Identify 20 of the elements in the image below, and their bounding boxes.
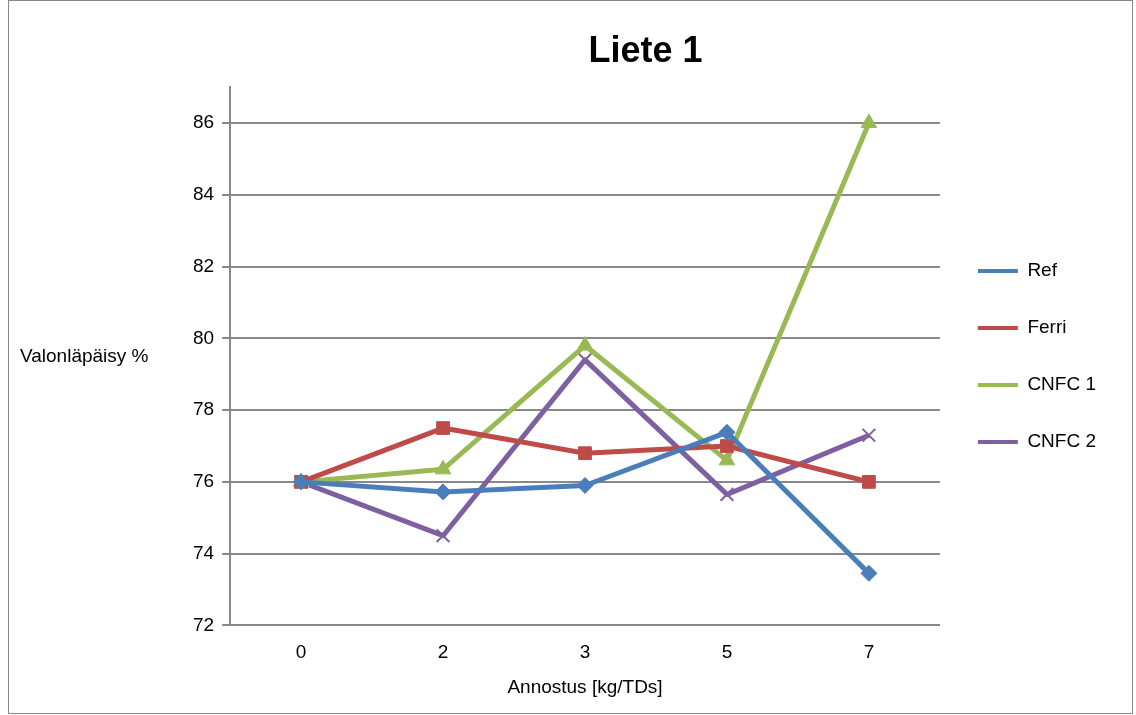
x-tick-label: 7 bbox=[863, 641, 875, 663]
x-axis-title: Annostus [kg/TDs] bbox=[507, 675, 663, 697]
y-tick-label: 74 bbox=[192, 541, 215, 563]
x-tick-label: 3 bbox=[579, 641, 591, 663]
x-tick-label: 0 bbox=[295, 641, 307, 663]
y-axis-title: Valonläpäisy % bbox=[20, 345, 149, 367]
legend-label: CNFC 1 bbox=[1027, 373, 1097, 395]
legend-label: Ferri bbox=[1027, 316, 1067, 338]
y-tick-label: 86 bbox=[192, 111, 215, 133]
legend-label: CNFC 2 bbox=[1027, 430, 1097, 452]
y-tick-label: 82 bbox=[192, 254, 215, 276]
chart-title: Liete 1 bbox=[588, 28, 703, 70]
y-tick-label: 80 bbox=[192, 326, 215, 348]
y-tick-label: 84 bbox=[192, 183, 215, 205]
y-tick-label: 76 bbox=[192, 470, 215, 492]
x-tick-label: 5 bbox=[721, 641, 733, 663]
y-tick-label: 78 bbox=[192, 398, 215, 420]
x-tick-label: 2 bbox=[437, 641, 449, 663]
y-tick-label: 72 bbox=[192, 613, 215, 635]
legend-label: Ref bbox=[1027, 259, 1058, 281]
